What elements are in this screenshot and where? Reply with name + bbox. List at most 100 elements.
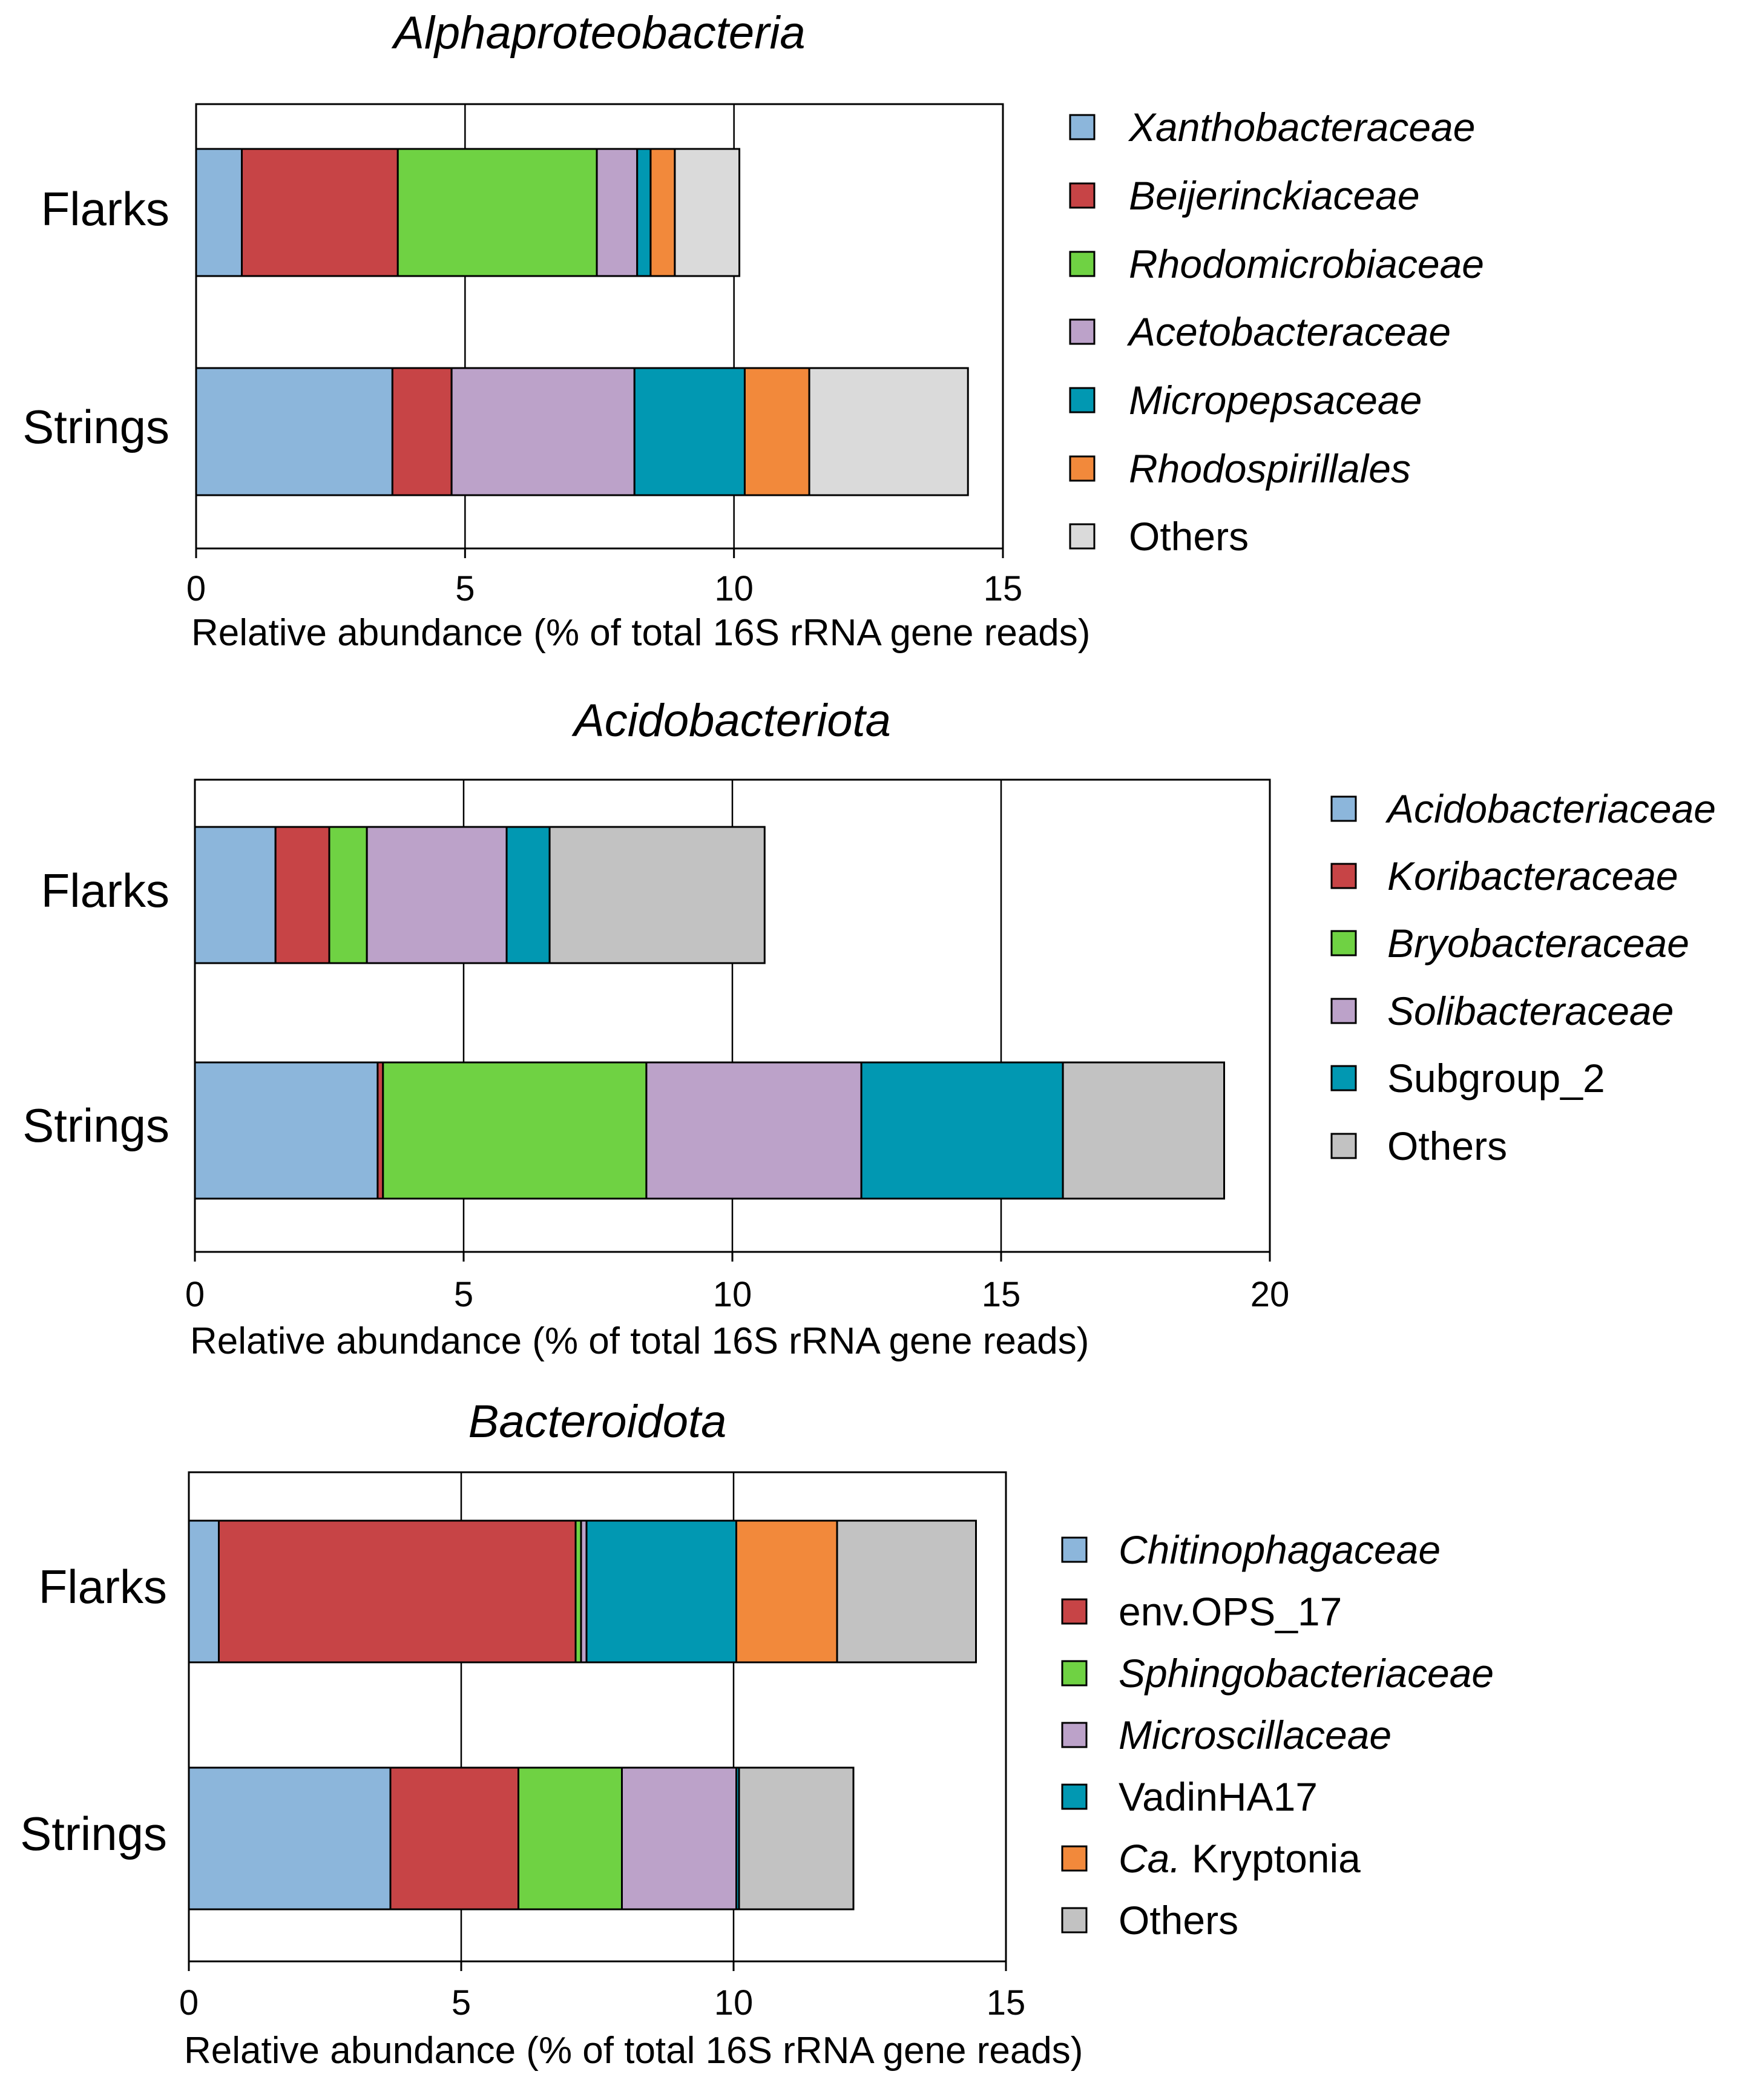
- legend-label-subgroup-2: Subgroup_2: [1387, 1056, 1605, 1101]
- legend-label-vadinha17: VadinHA17: [1119, 1774, 1318, 1819]
- bar-segment-flarks-env-ops-17: [218, 1519, 577, 1664]
- legend-label-chitinophagaceae: Chitinophagaceae: [1119, 1527, 1441, 1572]
- chart-title: Acidobacteriota: [571, 695, 891, 746]
- bar-segment-strings-others: [808, 367, 969, 496]
- legend-label-bryobacteraceae: Bryobacteraceae: [1387, 921, 1689, 966]
- legend-label-sphingobacteriaceae: Sphingobacteriaceae: [1119, 1651, 1494, 1696]
- legend-swatch-others: [1330, 1133, 1357, 1159]
- legend-swatch-rhodomicrobiaceae: [1069, 251, 1096, 277]
- legend: Acidobacteriaceae Koribacteraceae Bryobact…: [1330, 786, 1716, 1168]
- bar-segment-flarks-micropepsaceae: [636, 148, 652, 277]
- bar-segment-flarks-acidobacteriaceae: [194, 826, 277, 964]
- legend-swatch-others: [1069, 523, 1096, 550]
- legend-label-micropepsaceae: Micropepsaceae: [1129, 378, 1422, 423]
- legend-swatch-others: [1061, 1907, 1088, 1934]
- bar-segment-strings-xanthobacteraceae: [195, 367, 393, 496]
- category-label-strings: Strings: [22, 1099, 169, 1152]
- x-tick-label: 15: [982, 1275, 1021, 1314]
- category-label-flarks: Flarks: [39, 1560, 167, 1613]
- bar-segment-flarks-subgroup-2: [505, 826, 551, 964]
- bar-segment-strings-chitinophagaceae: [188, 1766, 392, 1911]
- x-tick-label: 15: [987, 1983, 1026, 2023]
- x-tick-label: 5: [455, 569, 475, 608]
- legend: Xanthobacteraceae Beijerinckiaceae Rhodomi…: [1069, 105, 1484, 559]
- legend-label-rhodomicrobiaceae: Rhodomicrobiaceae: [1129, 242, 1484, 286]
- bar-segment-flarks-beijerinckiaceae: [241, 148, 399, 277]
- bar-segment-strings-env-ops-17: [389, 1766, 519, 1911]
- legend-swatch-ca-kryptonia: [1061, 1845, 1088, 1872]
- x-tick-label: 5: [454, 1275, 473, 1314]
- legend: Chitinophagaceae env.OPS_17 Sphingobacteri…: [1061, 1527, 1494, 1943]
- legend-swatch-chitinophagaceae: [1061, 1536, 1088, 1563]
- legend-label-env-ops-17: env.OPS_17: [1119, 1589, 1342, 1634]
- x-axis-label: Relative abundance (% of total 16S rRNA …: [184, 2030, 1083, 2072]
- legend-label-rhodospirillales: Rhodospirillales: [1129, 446, 1411, 491]
- chart-title: Bacteroidota: [468, 1396, 727, 1447]
- x-tick-label: 5: [452, 1983, 471, 2023]
- x-tick-label: 10: [713, 1275, 752, 1314]
- legend-label-acetobacteraceae: Acetobacteraceae: [1126, 309, 1451, 354]
- bar-segment-flarks-xanthobacteraceae: [195, 148, 243, 277]
- bar-segment-strings-others: [1062, 1061, 1226, 1200]
- bar-segment-strings-bryobacteraceae: [382, 1061, 648, 1200]
- legend-swatch-beijerinckiaceae: [1069, 182, 1096, 209]
- legend-label-koribacteraceae: Koribacteraceae: [1387, 854, 1678, 898]
- chart-title: Alphaproteobacteria: [391, 7, 805, 59]
- bar-segment-flarks-ca-kryptonia: [735, 1519, 838, 1664]
- bar-segment-flarks-others: [836, 1519, 977, 1664]
- x-axis-label: Relative abundance (% of total 16S rRNA …: [190, 1320, 1089, 1362]
- category-label-flarks: Flarks: [41, 864, 169, 917]
- legend-swatch-acetobacteraceae: [1069, 318, 1096, 345]
- bar-segment-flarks-rhodospirillales: [649, 148, 676, 277]
- legend-swatch-koribacteraceae: [1330, 863, 1357, 889]
- bar-segment-strings-beijerinckiaceae: [391, 367, 453, 496]
- legend-swatch-micropepsaceae: [1069, 387, 1096, 413]
- bar-segment-flarks-others: [674, 148, 741, 277]
- bar-segment-strings-rhodospirillales: [743, 367, 810, 496]
- legend-label-acidobacteriaceae: Acidobacteriaceae: [1385, 786, 1716, 831]
- legend-swatch-solibacteraceae: [1330, 998, 1357, 1024]
- legend-swatch-sphingobacteriaceae: [1061, 1660, 1088, 1687]
- bar-segment-strings-subgroup-2: [860, 1061, 1064, 1200]
- legend-label-microscillaceae: Microscillaceae: [1119, 1713, 1392, 1757]
- chart-panel-bacteroidota: Bacteroidota Flarks Strings 0 5 10 15 Relative …: [20, 1396, 1494, 2072]
- bar-segment-strings-microscillaceae: [621, 1766, 737, 1911]
- legend-label-xanthobacteraceae: Xanthobacteraceae: [1128, 105, 1475, 150]
- x-tick-label: 10: [714, 569, 754, 608]
- x-axis-label: Relative abundance (% of total 16S rRNA …: [191, 612, 1090, 654]
- legend-swatch-subgroup-2: [1330, 1065, 1357, 1091]
- x-tick-label: 20: [1250, 1275, 1290, 1314]
- legend-swatch-bryobacteraceae: [1330, 930, 1357, 956]
- bar-segment-strings-others: [738, 1766, 855, 1911]
- bar-segment-strings-micropepsaceae: [633, 367, 746, 496]
- legend-swatch-acidobacteriaceae: [1330, 795, 1357, 822]
- legend-swatch-xanthobacteraceae: [1069, 114, 1096, 140]
- legend-swatch-rhodospirillales: [1069, 455, 1096, 482]
- legend-label-part: Kryptonia: [1181, 1836, 1361, 1881]
- chart-panel-acidobacteriota: Acidobacteriota Flarks Strings 0 5 10 15 20 Rela…: [22, 695, 1716, 1362]
- bar-segment-flarks-others: [548, 826, 766, 964]
- chart-panel-alphaproteobacteria: Alphaproteobacteria Flarks Strings 0 5 10 15 Re…: [22, 7, 1484, 654]
- legend-label-part: Ca.: [1119, 1836, 1181, 1881]
- x-tick-label: 0: [179, 1983, 199, 2023]
- legend-swatch-env-ops-17: [1061, 1598, 1088, 1625]
- x-tick-label: 0: [186, 569, 206, 608]
- bar-segment-flarks-vadinha17: [585, 1519, 737, 1664]
- category-label-strings: Strings: [20, 1807, 167, 1860]
- legend-label-beijerinckiaceae: Beijerinckiaceae: [1129, 173, 1420, 218]
- category-label-strings: Strings: [22, 400, 169, 453]
- bar-segment-strings-acetobacteraceae: [450, 367, 636, 496]
- bar-segment-flarks-solibacteraceae: [366, 826, 508, 964]
- bar-segment-strings-acidobacteriaceae: [194, 1061, 379, 1200]
- category-label-flarks: Flarks: [41, 182, 169, 235]
- bar-segment-flarks-bryobacteraceae: [328, 826, 368, 964]
- x-tick-label: 10: [714, 1983, 754, 2023]
- x-tick-label: 15: [984, 569, 1023, 608]
- bar-segment-strings-sphingobacteriaceae: [518, 1766, 623, 1911]
- legend-label-others: Others: [1129, 514, 1249, 559]
- bar-segment-flarks-koribacteraceae: [274, 826, 330, 964]
- x-tick-label: 0: [185, 1275, 205, 1314]
- legend-label-others: Others: [1387, 1124, 1507, 1168]
